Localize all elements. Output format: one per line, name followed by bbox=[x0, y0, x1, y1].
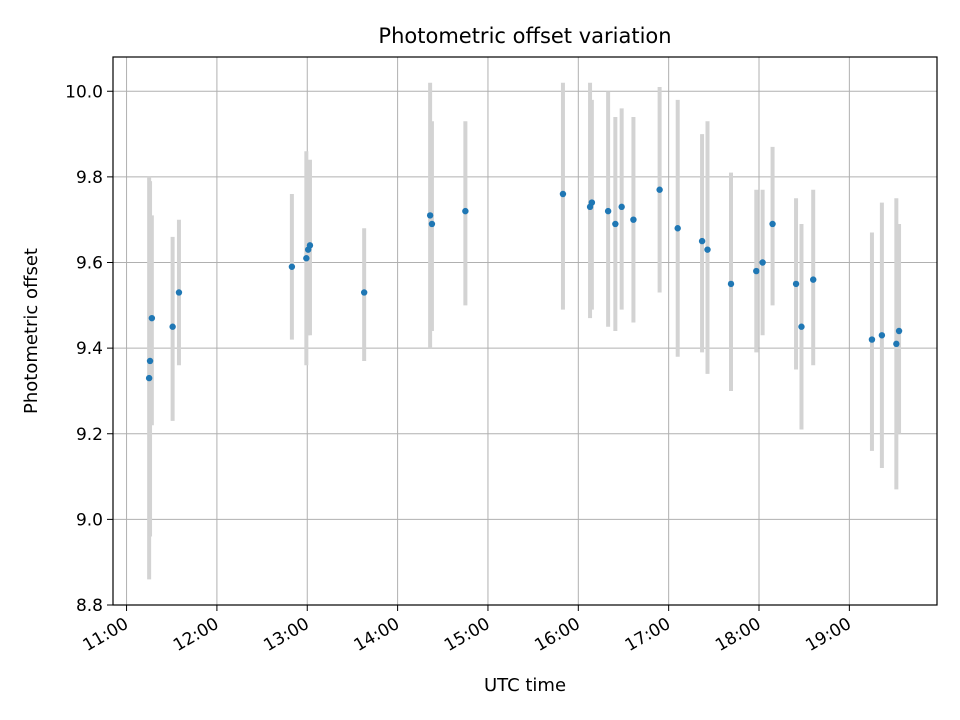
data-point bbox=[604, 207, 612, 215]
data-point bbox=[798, 323, 805, 330]
data-point bbox=[169, 323, 176, 330]
data-point bbox=[753, 267, 760, 275]
data-point bbox=[792, 280, 800, 288]
data-point bbox=[810, 276, 817, 283]
data-point bbox=[674, 225, 681, 232]
data-point bbox=[148, 314, 156, 322]
plot-frame bbox=[112, 56, 938, 606]
data-point bbox=[306, 242, 314, 249]
y-tick-label: 9.6 bbox=[76, 254, 103, 274]
y-tick-label: 8.8 bbox=[76, 596, 103, 616]
data-point bbox=[303, 255, 310, 262]
data-point bbox=[656, 186, 663, 193]
data-point bbox=[630, 216, 637, 223]
data-point bbox=[727, 280, 735, 288]
y-tick-label: 10.0 bbox=[65, 82, 103, 102]
data-point bbox=[612, 220, 619, 228]
y-tick-label: 9.0 bbox=[76, 510, 103, 530]
data-points bbox=[145, 186, 903, 382]
y-tick-label: 9.2 bbox=[76, 425, 103, 445]
data-point bbox=[588, 199, 596, 206]
y-tick-label: 9.8 bbox=[76, 168, 103, 188]
data-point bbox=[704, 246, 711, 253]
data-point bbox=[288, 263, 296, 270]
y-axis-label: Photometric offset bbox=[21, 248, 42, 414]
data-point bbox=[175, 289, 183, 296]
data-point bbox=[145, 374, 153, 382]
data-point bbox=[146, 357, 154, 365]
data-point bbox=[895, 327, 903, 335]
y-axis-ticks: 8.8 9.0 9.2 9.4 9.6 9.8 10.0 bbox=[65, 82, 113, 616]
data-point bbox=[878, 332, 886, 339]
data-point bbox=[698, 237, 706, 245]
data-point bbox=[426, 212, 434, 219]
data-point bbox=[360, 289, 368, 296]
data-point bbox=[559, 190, 567, 198]
data-point bbox=[893, 340, 900, 348]
data-point bbox=[868, 336, 876, 343]
x-axis-label: UTC time bbox=[484, 675, 566, 696]
chart-title: Photometric offset variation bbox=[378, 24, 671, 48]
data-point bbox=[462, 207, 469, 215]
grid-lines bbox=[113, 57, 937, 606]
data-point bbox=[428, 220, 436, 228]
y-tick-label: 9.4 bbox=[76, 339, 103, 359]
data-point bbox=[759, 259, 766, 266]
data-point bbox=[618, 203, 625, 211]
data-point bbox=[769, 220, 776, 228]
